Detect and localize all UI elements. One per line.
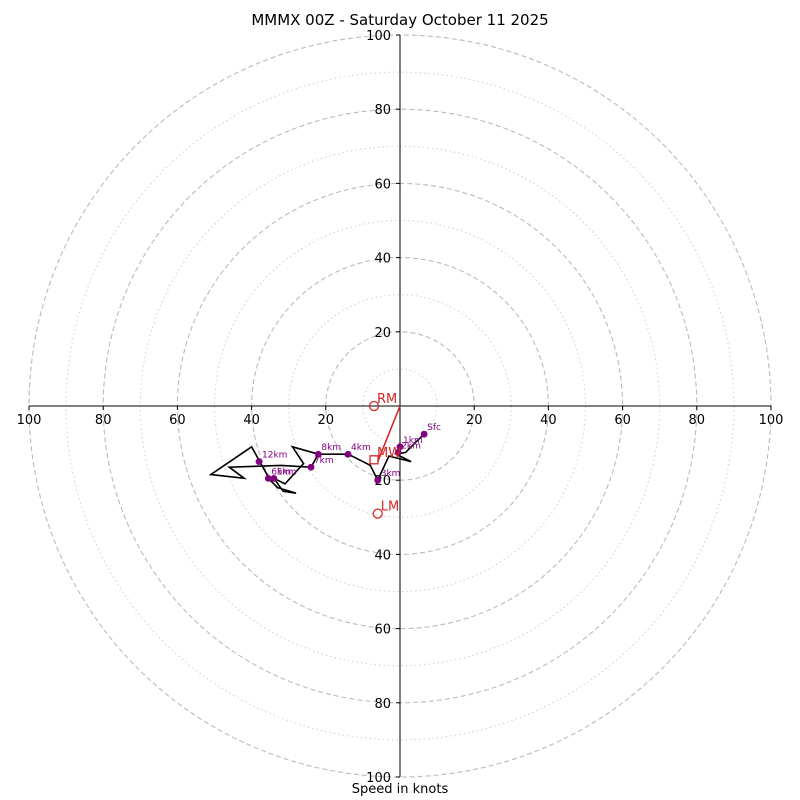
height-marker xyxy=(394,448,402,456)
y-tick-label: 60 xyxy=(374,623,391,638)
height-marker xyxy=(307,463,315,471)
y-tick-label: 40 xyxy=(374,548,391,563)
height-label: 7km xyxy=(314,456,334,466)
height-label: 2km xyxy=(401,441,421,451)
chart-title: MMMX 00Z - Saturday October 11 2025 xyxy=(251,11,549,29)
x-tick-label: 40 xyxy=(243,413,260,428)
height-marker xyxy=(314,450,322,458)
x-tick-label: 20 xyxy=(466,413,483,428)
height-marker xyxy=(374,476,382,484)
x-tick-label: 60 xyxy=(169,413,186,428)
rm-marker xyxy=(368,400,380,412)
y-tick-label: 20 xyxy=(374,326,391,341)
height-marker xyxy=(255,458,263,466)
y-tick-label: 80 xyxy=(374,697,391,712)
x-tick-label: 100 xyxy=(17,413,42,428)
height-marker xyxy=(270,474,278,482)
x-tick-label: 40 xyxy=(540,413,557,428)
x-tick-label: 80 xyxy=(95,413,112,428)
y-tick-label: 100 xyxy=(366,771,391,786)
height-label: Sfc xyxy=(427,423,441,433)
height-marker xyxy=(264,474,272,482)
lm-label: LM xyxy=(381,500,399,515)
height-label: 3km xyxy=(381,469,401,479)
y-tick-label: 60 xyxy=(374,177,391,192)
height-label: 12km xyxy=(262,451,287,461)
hodograph-trace xyxy=(208,433,425,494)
y-tick-label: 40 xyxy=(374,252,391,267)
x-tick-label: 60 xyxy=(614,413,631,428)
height-label: 5km xyxy=(277,467,297,477)
x-axis-label: Speed in knots xyxy=(351,782,449,797)
rm-label: RM xyxy=(377,392,397,407)
shear-vector xyxy=(376,405,401,462)
x-tick-label: 100 xyxy=(759,413,784,428)
lm-marker xyxy=(372,508,383,519)
height-label: 1km xyxy=(403,436,423,446)
x-tick-label: 20 xyxy=(318,413,335,428)
mw-label: MW xyxy=(377,446,401,461)
height-label: 6km xyxy=(271,467,291,477)
y-tick-label: 80 xyxy=(374,103,391,118)
height-marker xyxy=(420,430,428,438)
mw-marker xyxy=(369,455,379,465)
height-marker xyxy=(344,450,352,458)
x-tick-label: 80 xyxy=(689,413,706,428)
height-marker xyxy=(396,443,404,451)
height-label: 4km xyxy=(351,443,371,453)
y-tick-label: 100 xyxy=(366,29,391,44)
height-label: 8km xyxy=(321,443,341,453)
